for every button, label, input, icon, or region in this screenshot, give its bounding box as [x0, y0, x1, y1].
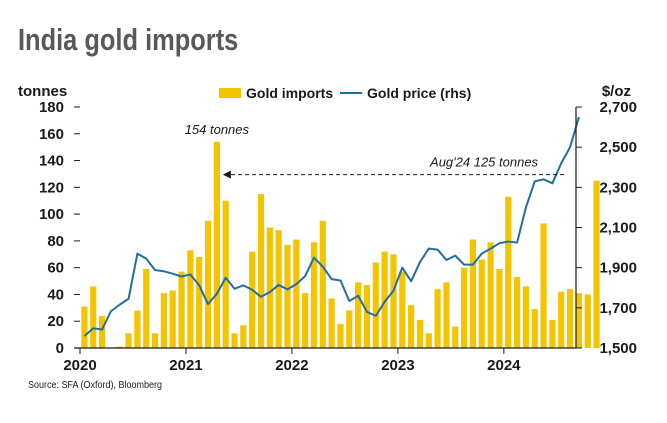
bar [169, 290, 176, 348]
bar [178, 271, 185, 348]
bar [266, 227, 273, 348]
bar [293, 239, 300, 348]
right-axis-unit: $/oz [602, 83, 631, 100]
bar [522, 286, 530, 348]
legend: Gold imports Gold price (rhs) [219, 85, 471, 101]
annotation-aug24-label: Aug'24 125 tonnes [429, 155, 539, 170]
bar [328, 298, 335, 348]
bar [452, 326, 459, 348]
bar [390, 254, 397, 348]
bar [593, 180, 600, 348]
annotation-peak-label: 154 tonnes [185, 122, 250, 137]
bar [443, 282, 450, 348]
legend-swatch-bars [219, 88, 241, 98]
bars-group [81, 141, 600, 348]
annotation-arrow-head [222, 170, 231, 179]
bar [566, 289, 574, 348]
bar [540, 223, 547, 348]
bar [434, 289, 441, 348]
bar [549, 319, 556, 348]
left-tick-label: 40 [47, 286, 64, 303]
chart-title: India gold imports [18, 22, 239, 57]
bar [496, 269, 503, 348]
bar [143, 269, 150, 348]
right-tick-label: 2,100 [599, 220, 637, 237]
price-line-group [83, 116, 580, 337]
bar [337, 323, 344, 348]
bar [505, 196, 512, 348]
bar [90, 286, 97, 348]
bar [584, 294, 591, 348]
bar [310, 242, 318, 348]
bar [399, 271, 406, 348]
bar [478, 259, 485, 348]
bar [416, 319, 424, 348]
bar [116, 346, 123, 348]
bar [275, 230, 282, 348]
left-tick-label: 20 [47, 313, 64, 330]
price-series-line [83, 116, 580, 337]
right-tick-label: 1,700 [599, 300, 637, 317]
bar [575, 293, 582, 348]
bar [98, 315, 106, 348]
x-tick-label: 2023 [381, 357, 414, 374]
bar [213, 141, 220, 348]
bar [222, 200, 229, 348]
bar [134, 310, 141, 348]
bar [487, 242, 494, 348]
x-tick-label: 2021 [169, 357, 202, 374]
bar [461, 267, 468, 348]
x-tick-label: 2022 [275, 357, 308, 374]
x-tick-label: 2020 [63, 357, 96, 374]
left-tick-label: 140 [39, 153, 64, 170]
left-tick-label: 180 [39, 99, 64, 116]
bar [284, 244, 291, 348]
right-tick-label: 2,300 [599, 179, 637, 196]
bar [249, 251, 256, 348]
left-tick-label: 120 [39, 179, 64, 196]
bar [408, 305, 415, 348]
bar [125, 333, 132, 348]
bar [372, 262, 379, 348]
bar [231, 333, 238, 348]
bar [425, 333, 432, 348]
left-tick-label: 0 [56, 340, 64, 357]
bar [558, 291, 565, 348]
annotations: 154 tonnes Aug'24 125 tonnes [185, 122, 565, 179]
source-note: Source: SFA (Oxford), Bloomberg [28, 380, 163, 391]
bar [513, 277, 521, 348]
bar [257, 194, 265, 348]
bar [469, 239, 477, 348]
bar [355, 282, 362, 348]
bar [302, 293, 309, 348]
bar [151, 333, 159, 348]
left-tick-label: 60 [47, 260, 64, 277]
legend-label-bars: Gold imports [246, 85, 333, 101]
x-tick-label: 2024 [487, 357, 521, 374]
right-tick-label: 1,500 [599, 340, 637, 357]
bar [196, 256, 203, 348]
legend-label-line: Gold price (rhs) [367, 85, 471, 101]
right-tick-label: 1,900 [599, 260, 637, 277]
left-axis-unit: tonnes [18, 83, 67, 100]
right-tick-label: 2,700 [599, 99, 637, 116]
bar [81, 306, 88, 348]
axes-group: 0 20 40 60 80 100 120 140 160 180 1,500 1,700 1,900 2… [18, 83, 637, 374]
left-tick-label: 160 [39, 126, 64, 143]
right-tick-label: 2,500 [599, 139, 637, 156]
bar [187, 250, 194, 348]
left-tick-label: 80 [47, 233, 64, 250]
bar [319, 220, 326, 348]
bar [160, 293, 167, 348]
bar [346, 310, 353, 348]
bar [363, 285, 371, 348]
left-tick-label: 100 [39, 206, 64, 223]
bar [381, 251, 388, 348]
bar [240, 325, 247, 348]
bar [531, 309, 538, 348]
bar [204, 220, 212, 348]
